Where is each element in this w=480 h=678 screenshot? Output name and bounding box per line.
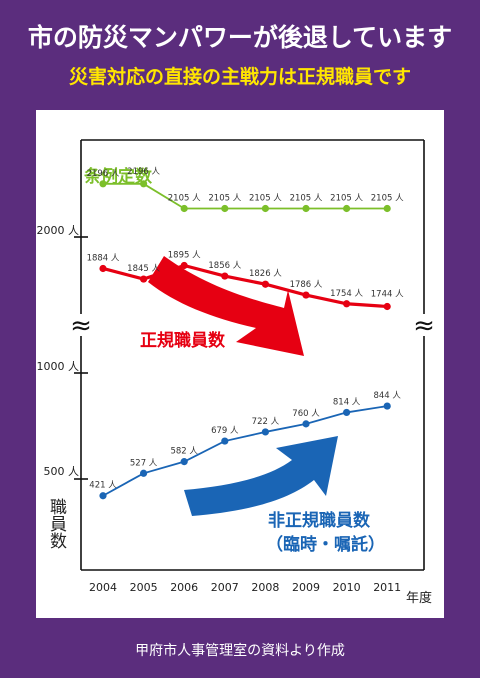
data-label: 2196 人 [127,167,160,177]
data-label: 760 人 [292,409,320,419]
data-point [221,272,229,280]
y-tick-label-1000: 1000 人 [37,360,80,373]
data-label: 1884 人 [87,253,120,263]
data-point [261,280,269,288]
x-tick-label: 2004 [89,581,117,594]
data-point [140,180,148,188]
series-line [103,182,388,210]
axis-break-mask-left [66,314,96,336]
series-name-irregular: 非正規職員数 [268,510,371,531]
data-label: 1826 人 [249,269,282,279]
axis-break-right: ≈ [413,311,435,341]
data-label: 814 人 [333,397,361,407]
data-point [302,204,310,213]
data-point [180,204,188,213]
y-axis-label: 職員数 [46,498,67,549]
data-point [140,275,148,283]
data-point [383,302,391,311]
x-tick-label: 2007 [211,581,239,594]
series-line [102,263,388,309]
data-label: 2105 人 [330,194,363,204]
data-label: 2105 人 [371,194,404,204]
data-point [221,437,229,445]
data-point [343,204,351,213]
data-point [140,469,148,477]
data-label: 1895 人 [168,251,201,261]
data-label: 2105 人 [290,194,323,204]
data-label: 1856 人 [208,261,241,271]
x-tick-label: 2006 [170,581,198,594]
data-point [302,420,310,428]
data-point [383,204,391,213]
data-point [261,428,269,436]
series-name-irregular-sub: （臨時・嘱託） [266,534,385,555]
data-label: 2105 人 [208,194,241,204]
data-label: 1786 人 [290,280,323,290]
x-tick-label: 2011 [373,581,401,594]
chart-panel: ≈ ≈ 2000 人 1000 人 500 人 職員数 2004 2005 2006… [36,110,444,618]
data-point [99,492,107,500]
data-label: 582 人 [170,447,198,457]
data-point [343,300,351,308]
data-label: 2196 人 [87,169,120,179]
data-point [99,264,107,273]
increase-arrow [184,436,338,516]
x-axis-label: 年度 [406,590,432,606]
data-point [221,204,229,213]
page-title: 市の防災マンパワーが後退しています [27,23,453,52]
decline-arrow [148,256,304,356]
data-label: 1754 人 [330,289,363,299]
data-label: 2105 人 [168,194,201,204]
data-point [343,408,351,417]
x-tick-labels: 2004 2005 2006 2007 2008 2009 2010 2011 [89,581,401,594]
data-point [99,180,107,188]
data-label: 1744 人 [371,289,404,299]
data-label: 844 人 [373,391,401,401]
data-label: 1845 人 [127,264,160,274]
data-label: 421 人 [89,481,117,491]
x-tick-label: 2010 [333,581,361,594]
source-note: 甲府市人事管理室の資料より作成 [135,643,345,659]
page-subtitle: 災害対応の直接の主戦力は正規職員です [68,66,411,88]
x-tick-label: 2008 [251,581,279,594]
data-point [180,261,188,270]
data-point [180,458,188,466]
axis-break-mask-right [408,314,438,336]
series-layer: 2196 人 2196 人 2105 人 2105 人 2105 人 2105 人 2105… [87,167,404,500]
data-label: 527 人 [130,458,158,468]
axis-break-left: ≈ [70,311,92,341]
data-point [302,291,310,299]
y-tick-label-2000: 2000 人 [37,224,80,237]
y-tick-label-500: 500 人 [44,465,80,478]
line-chart: ≈ ≈ 2000 人 1000 人 500 人 職員数 2004 2005 2006… [37,139,438,606]
data-label: 722 人 [252,417,280,427]
data-point [383,402,391,410]
data-label: 2105 人 [249,194,282,204]
data-point [261,204,269,213]
series-name-regular: 正規職員数 [140,330,226,351]
x-tick-label: 2005 [130,581,158,594]
series-line [102,405,388,497]
x-tick-label: 2009 [292,581,320,594]
data-label: 679 人 [211,426,239,436]
